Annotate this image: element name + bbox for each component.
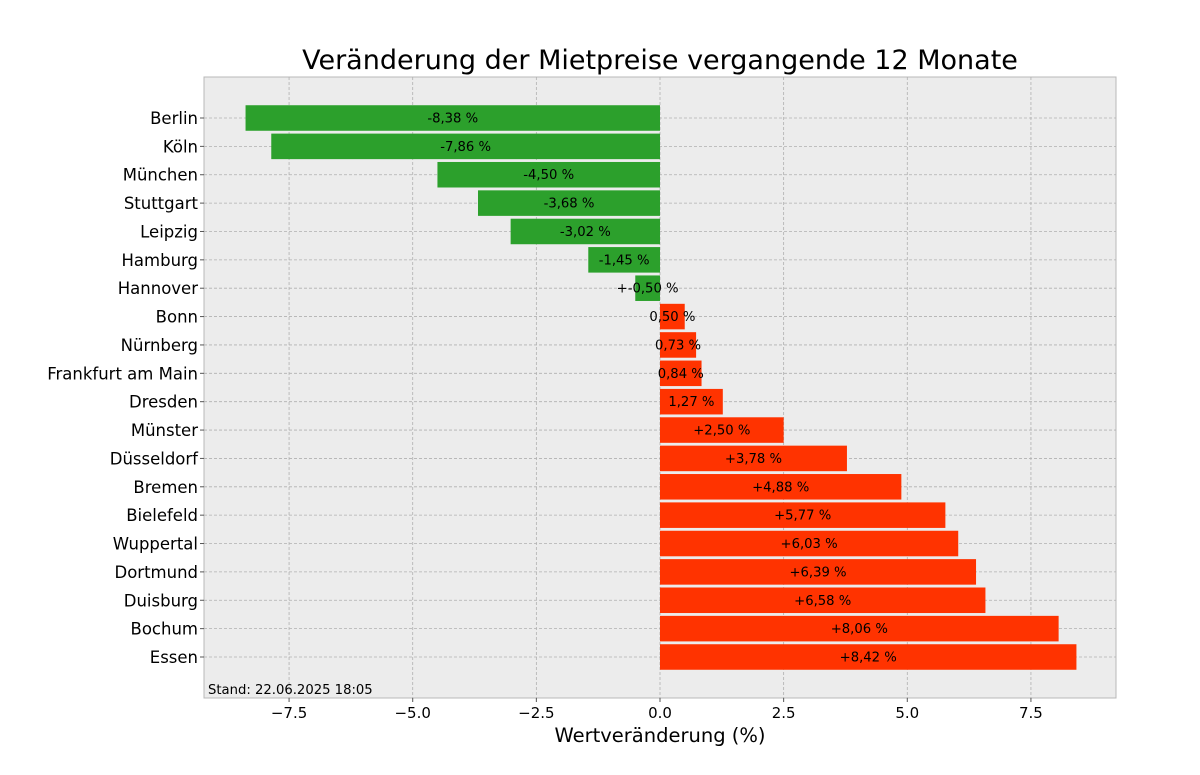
bar (660, 615, 1059, 642)
x-tick-label: 5.0 (895, 704, 919, 722)
bar (660, 303, 685, 330)
x-axis-label: Wertveränderung (%) (554, 724, 765, 747)
data-label: -1,45 % (599, 253, 650, 268)
data-label: 0,84 % (658, 367, 704, 382)
category-label: Essen (150, 648, 198, 667)
data-label: 0,73 % (655, 338, 701, 353)
category-label: Wuppertal (113, 535, 198, 554)
data-label: +3,78 % (725, 452, 782, 467)
category-label: Bielefeld (126, 506, 198, 525)
bar (660, 417, 784, 443)
bars (245, 105, 1077, 670)
category-label: Frankfurt am Main (47, 364, 198, 383)
category-label: Münster (131, 421, 198, 440)
data-label: -8,38 % (427, 112, 478, 127)
x-tick-label: 7.5 (1019, 704, 1043, 722)
category-label: Köln (163, 137, 198, 156)
category-label: Nürnberg (121, 336, 198, 355)
category-label: Hannover (118, 279, 198, 298)
data-label: -4,50 % (523, 168, 574, 183)
data-label: -3,68 % (544, 197, 595, 212)
data-label: +6,58 % (794, 594, 851, 609)
data-label: +6,03 % (781, 537, 838, 552)
category-label: Dresden (129, 393, 198, 412)
timestamp-annotation: Stand: 22.06.2025 18:05 (208, 683, 373, 698)
data-label: 1,27 % (668, 395, 714, 410)
x-tick-label: −2.5 (518, 704, 554, 722)
data-label: -7,86 % (440, 140, 491, 155)
bar (660, 502, 946, 528)
category-label: Leipzig (140, 222, 198, 241)
category-label: Duisburg (124, 591, 198, 610)
bar (660, 587, 986, 614)
bar (660, 530, 959, 557)
bar (635, 275, 660, 301)
x-tick-label: −5.0 (394, 704, 430, 722)
category-label: Bremen (133, 478, 198, 497)
category-label: Bochum (131, 620, 198, 639)
bar (660, 474, 902, 500)
x-tick-label: 2.5 (772, 704, 796, 722)
category-label: Düsseldorf (110, 449, 199, 468)
category-label: Dortmund (114, 563, 198, 582)
value-axis: −7.5 −5.0 −2.5 0.0 2.5 5.0 7.5 (271, 698, 1043, 722)
category-label: München (123, 166, 198, 185)
bar (271, 133, 660, 160)
data-labels: -8,38 % -7,86 % -4,50 % -3,68 % -3,02 % -1,45… (427, 112, 896, 666)
bar (660, 644, 1077, 670)
data-label: +6,39 % (789, 565, 846, 580)
bar (660, 360, 702, 387)
data-label: +2,50 % (693, 424, 750, 439)
bar (660, 559, 977, 585)
data-label: +4,88 % (752, 480, 809, 495)
bar (660, 332, 697, 358)
x-tick-label: 0.0 (648, 704, 672, 722)
category-label: Berlin (150, 109, 198, 128)
bar (510, 218, 660, 245)
category-label: Bonn (156, 308, 198, 327)
bar (477, 190, 660, 216)
data-label: 0,50 % (649, 310, 695, 325)
data-label: +8,06 % (831, 622, 888, 637)
category-axis: Berlin Köln München Stuttgart Leipzig Hamburg… (47, 109, 204, 667)
bar (437, 161, 660, 188)
category-label: Stuttgart (124, 194, 199, 213)
bar (660, 388, 723, 415)
x-tick-label: −7.5 (271, 704, 307, 722)
bar (588, 247, 660, 273)
category-label: Hamburg (122, 251, 199, 270)
chart-title: Veränderung der Mietpreise vergangende 1… (302, 45, 1018, 76)
data-label: +-0,50 % (617, 282, 679, 297)
data-label: +5,77 % (774, 509, 831, 524)
bar (660, 445, 847, 472)
bar (245, 105, 660, 131)
data-label: -3,02 % (560, 225, 611, 240)
data-label: +8,42 % (840, 651, 897, 666)
